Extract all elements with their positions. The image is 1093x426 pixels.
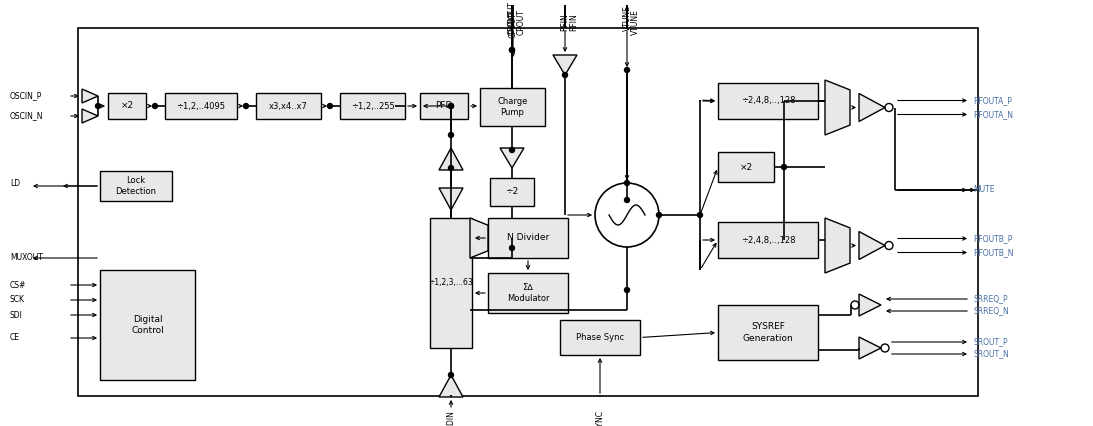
Circle shape (448, 372, 454, 377)
Circle shape (448, 104, 454, 109)
Circle shape (95, 104, 101, 109)
Text: RFOUTB_P: RFOUTB_P (973, 234, 1012, 243)
Text: CPOUT: CPOUT (508, 12, 517, 38)
Polygon shape (859, 337, 881, 359)
Text: SROUT_P: SROUT_P (973, 337, 1008, 346)
Circle shape (657, 213, 661, 218)
Circle shape (624, 67, 630, 72)
Polygon shape (500, 148, 524, 168)
Text: ×2: ×2 (120, 101, 133, 110)
Bar (718, 222, 818, 258)
Circle shape (509, 245, 515, 250)
Circle shape (563, 72, 567, 78)
Circle shape (509, 147, 515, 153)
Bar (340, 93, 406, 119)
Circle shape (697, 213, 703, 218)
Bar (78, 28, 978, 396)
Text: PFD: PFD (435, 101, 453, 110)
Bar (560, 320, 640, 355)
Polygon shape (82, 89, 98, 103)
Circle shape (244, 104, 248, 109)
Bar (99, 171, 172, 201)
Bar (430, 218, 472, 348)
Polygon shape (825, 80, 850, 135)
Text: LD: LD (10, 178, 20, 187)
Text: OSCIN_P: OSCIN_P (10, 92, 43, 101)
Bar (165, 93, 237, 119)
Bar (718, 152, 774, 182)
Bar (490, 178, 534, 206)
Polygon shape (553, 55, 577, 75)
Text: RFIN: RFIN (569, 13, 578, 31)
Polygon shape (500, 218, 524, 238)
Polygon shape (439, 188, 463, 210)
Circle shape (448, 132, 454, 138)
Bar (420, 93, 468, 119)
Bar (718, 305, 818, 360)
Polygon shape (825, 218, 850, 273)
Text: ÷1,2,3,...63: ÷1,2,3,...63 (428, 279, 473, 288)
Text: ÷1,2,..255: ÷1,2,..255 (351, 101, 395, 110)
Bar (256, 93, 321, 119)
Bar (99, 270, 195, 380)
Text: N Divider: N Divider (507, 233, 549, 242)
Polygon shape (439, 375, 463, 397)
Text: CPOUT: CPOUT (507, 9, 517, 35)
Text: SDI: SDI (10, 311, 23, 320)
Polygon shape (859, 294, 881, 316)
Text: RFOUTA_N: RFOUTA_N (973, 110, 1013, 119)
Circle shape (448, 104, 454, 109)
Text: ÷2: ÷2 (505, 187, 518, 196)
Text: ÷2,4,8,..,128: ÷2,4,8,..,128 (741, 97, 796, 106)
Text: ÷1,2,..4095: ÷1,2,..4095 (176, 101, 225, 110)
Polygon shape (82, 109, 98, 123)
Bar (480, 88, 545, 126)
Circle shape (448, 165, 454, 170)
Circle shape (328, 104, 332, 109)
Text: MUXOUT: MUXOUT (10, 253, 43, 262)
Circle shape (781, 164, 787, 170)
Circle shape (509, 48, 515, 52)
Text: SRREQ_N: SRREQ_N (973, 306, 1009, 316)
Text: PFDIN: PFDIN (447, 410, 456, 426)
Bar (718, 83, 818, 119)
Bar (487, 273, 568, 313)
Text: VTUNE: VTUNE (623, 5, 632, 31)
Text: Lock
Detection: Lock Detection (116, 176, 156, 196)
Circle shape (509, 48, 515, 52)
Text: Σ∆
Modulator: Σ∆ Modulator (507, 283, 550, 303)
Text: RFIN: RFIN (561, 13, 569, 31)
Bar (487, 218, 568, 258)
Text: x3,x4..x7: x3,x4..x7 (269, 101, 308, 110)
Polygon shape (859, 93, 885, 121)
Text: SROUT_N: SROUT_N (973, 349, 1009, 359)
Text: Charge
Pump: Charge Pump (497, 97, 528, 117)
Text: Phase Sync: Phase Sync (576, 333, 624, 342)
Text: OSCIN_N: OSCIN_N (10, 112, 44, 121)
Text: CPOUT: CPOUT (507, 1, 517, 27)
Text: SYSREF
Generation: SYSREF Generation (742, 322, 794, 343)
Polygon shape (470, 218, 487, 258)
Text: CPOUT: CPOUT (517, 9, 526, 35)
Circle shape (624, 198, 630, 202)
Text: RFOUTA_P: RFOUTA_P (973, 96, 1012, 105)
Circle shape (624, 288, 630, 293)
Text: ÷2,4,8,..,128: ÷2,4,8,..,128 (741, 236, 796, 245)
Text: PSYNC: PSYNC (596, 410, 604, 426)
Text: VTUNE: VTUNE (631, 9, 640, 35)
Text: CE: CE (10, 334, 20, 343)
Circle shape (153, 104, 157, 109)
Text: SRREQ_P: SRREQ_P (973, 294, 1008, 303)
Text: Digital
Control: Digital Control (131, 315, 164, 335)
Polygon shape (859, 231, 885, 259)
Text: ×2: ×2 (740, 162, 753, 172)
Text: CS#: CS# (10, 280, 26, 290)
Bar (108, 93, 146, 119)
Text: MUTE: MUTE (973, 185, 995, 195)
Text: SCK: SCK (10, 296, 25, 305)
Circle shape (624, 181, 630, 185)
Polygon shape (439, 148, 463, 170)
Text: RFOUTB_N: RFOUTB_N (973, 248, 1013, 257)
